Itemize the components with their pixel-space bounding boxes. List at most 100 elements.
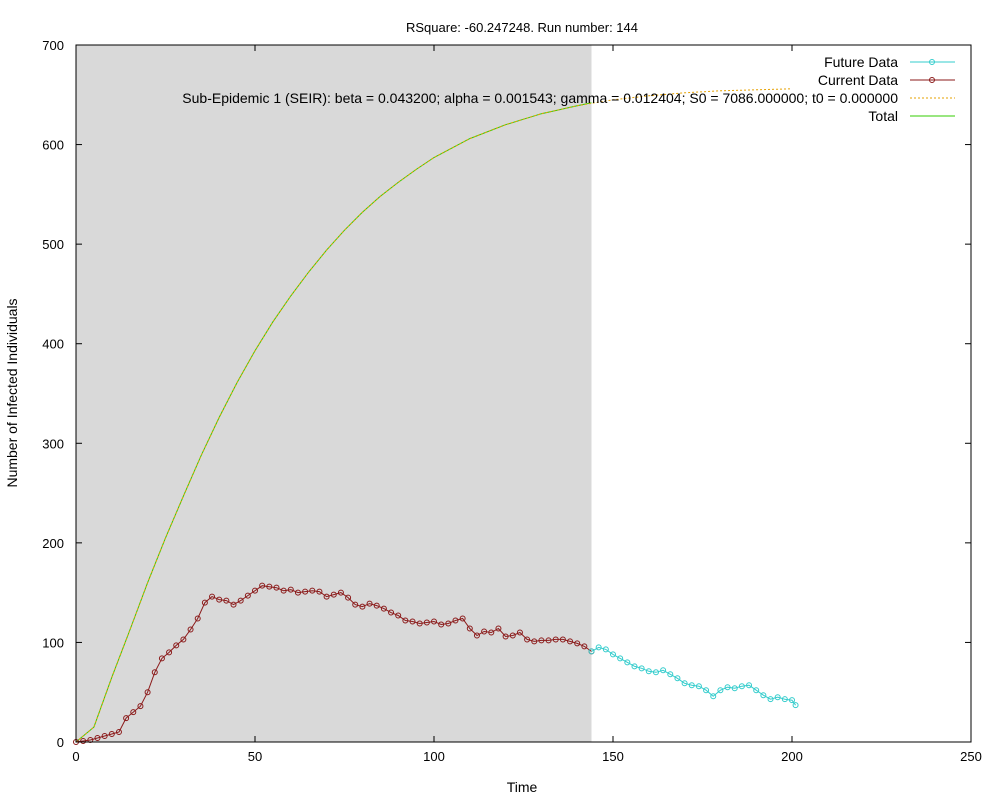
- plot-frame: [75, 44, 972, 743]
- data-point: [244, 592, 251, 599]
- data-point: [774, 694, 781, 701]
- data-point: [495, 625, 502, 632]
- data-point: [237, 597, 244, 604]
- data-point: [108, 731, 115, 738]
- series-2: [75, 88, 793, 743]
- data-point: [294, 589, 301, 596]
- data-point: [337, 589, 344, 596]
- data-point: [509, 632, 516, 639]
- data-point: [87, 737, 94, 744]
- data-point: [746, 682, 753, 689]
- data-point: [524, 636, 531, 643]
- legend-item: Current Data: [818, 72, 955, 88]
- y-tick-label: 100: [42, 635, 64, 650]
- data-point: [516, 629, 523, 636]
- x-tick-label: 0: [72, 749, 79, 764]
- data-point: [667, 671, 674, 678]
- legend-label: Future Data: [824, 54, 898, 70]
- series-line: [75, 585, 592, 743]
- data-point: [345, 594, 352, 601]
- y-tick-label: 600: [42, 138, 64, 153]
- data-point: [402, 617, 409, 624]
- data-point: [316, 588, 323, 595]
- data-point: [423, 619, 430, 626]
- data-point: [545, 637, 552, 644]
- data-point: [789, 697, 795, 704]
- data-point: [617, 655, 624, 662]
- data-point: [302, 588, 309, 595]
- data-point: [323, 593, 330, 600]
- data-point: [373, 602, 380, 609]
- data-point: [194, 615, 201, 622]
- data-point: [567, 638, 574, 645]
- data-point: [695, 683, 702, 690]
- data-point: [123, 715, 130, 722]
- data-point: [366, 600, 373, 607]
- data-point: [352, 601, 359, 608]
- data-point: [309, 587, 316, 594]
- data-point: [115, 729, 122, 736]
- data-point: [416, 620, 423, 627]
- data-point: [209, 593, 216, 600]
- data-point: [481, 628, 488, 635]
- legend-item: Future Data: [824, 54, 955, 70]
- legend-item: Sub-Epidemic 1 (SEIR): beta = 0.043200; …: [182, 90, 955, 106]
- legend-item: Total: [868, 108, 955, 124]
- data-point: [216, 596, 223, 603]
- data-point: [724, 684, 731, 691]
- data-point: [624, 659, 631, 666]
- data-point: [445, 620, 452, 627]
- data-point: [280, 587, 287, 594]
- data-point: [466, 625, 473, 632]
- y-tick-label: 300: [42, 436, 64, 451]
- data-point: [130, 709, 137, 716]
- shaded-region-layer: [76, 45, 592, 742]
- data-point: [767, 696, 774, 703]
- data-point: [552, 636, 559, 643]
- legend-label: Total: [868, 108, 898, 124]
- series-layer: [73, 88, 799, 745]
- data-point: [94, 735, 101, 742]
- x-tick-label: 200: [781, 749, 803, 764]
- data-point: [602, 646, 609, 653]
- data-point: [717, 687, 724, 694]
- data-point: [201, 599, 208, 606]
- data-point: [652, 669, 659, 676]
- data-point: [452, 617, 459, 624]
- data-point: [359, 603, 366, 610]
- data-point: [330, 591, 337, 598]
- data-point: [792, 702, 799, 709]
- data-point: [502, 633, 509, 640]
- series-1: [73, 582, 595, 745]
- data-point: [631, 663, 638, 670]
- data-point: [681, 680, 688, 687]
- data-point: [531, 638, 538, 645]
- data-point: [538, 637, 545, 644]
- data-point: [380, 605, 387, 612]
- x-tick-label: 250: [960, 749, 982, 764]
- y-tick-label: 400: [42, 337, 64, 352]
- x-tick-label: 100: [423, 749, 445, 764]
- data-point: [166, 649, 173, 656]
- x-axis-title: Time: [507, 779, 538, 795]
- data-point: [588, 648, 595, 655]
- data-point: [151, 669, 158, 676]
- chart-title: RSquare: -60.247248. Run number: 144: [406, 20, 638, 35]
- series-line: [75, 88, 793, 743]
- data-point: [688, 682, 695, 689]
- data-point: [638, 665, 645, 672]
- series-0: [588, 644, 799, 709]
- data-point: [273, 584, 280, 591]
- data-point: [574, 640, 581, 647]
- data-point: [101, 733, 108, 740]
- y-tick-label: 0: [57, 735, 64, 750]
- data-point: [252, 587, 258, 594]
- data-point: [158, 655, 165, 662]
- y-tick-label: 500: [42, 237, 64, 252]
- y-tick-label: 200: [42, 536, 64, 551]
- data-point: [488, 629, 495, 636]
- data-point: [266, 583, 273, 590]
- legend-label: Sub-Epidemic 1 (SEIR): beta = 0.043200; …: [182, 90, 898, 106]
- data-point: [738, 683, 745, 690]
